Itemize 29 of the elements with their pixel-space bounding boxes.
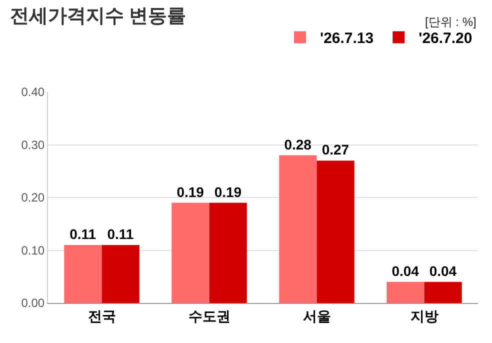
bar bbox=[64, 244, 102, 303]
data-label: 0.04 bbox=[392, 262, 420, 279]
x-tick-label: 수도권 bbox=[188, 308, 230, 324]
data-label: 0.19 bbox=[214, 184, 242, 200]
data-label: 0.27 bbox=[322, 142, 350, 158]
x-tick-label: 서울 bbox=[302, 308, 331, 324]
text: [단위 : %] bbox=[425, 15, 476, 29]
bar bbox=[279, 155, 317, 303]
text: 0.10 bbox=[21, 243, 45, 258]
x-tick-label: 지방 bbox=[410, 308, 438, 324]
data-label: 0.19 bbox=[176, 184, 204, 200]
bar bbox=[209, 202, 247, 303]
text: 0.40 bbox=[21, 85, 45, 100]
chart-title: 전세가격지수 변동률 bbox=[10, 6, 186, 28]
bar bbox=[316, 160, 354, 303]
text: 0.00 bbox=[21, 296, 45, 310]
x-tick-label: 전국 bbox=[88, 308, 116, 324]
bar bbox=[102, 244, 140, 303]
bar bbox=[172, 202, 210, 303]
bar bbox=[386, 282, 424, 303]
text: 0.30 bbox=[21, 138, 45, 152]
text: 0.20 bbox=[21, 190, 45, 205]
data-label: 0.11 bbox=[70, 226, 96, 242]
data-label: 0.04 bbox=[429, 262, 457, 279]
legend-label: '26.7.20 bbox=[418, 30, 472, 48]
data-label: 0.11 bbox=[107, 226, 134, 242]
data-label: 0.28 bbox=[284, 136, 312, 152]
legend-label: '26.7.13 bbox=[320, 30, 374, 48]
bar bbox=[424, 282, 462, 303]
